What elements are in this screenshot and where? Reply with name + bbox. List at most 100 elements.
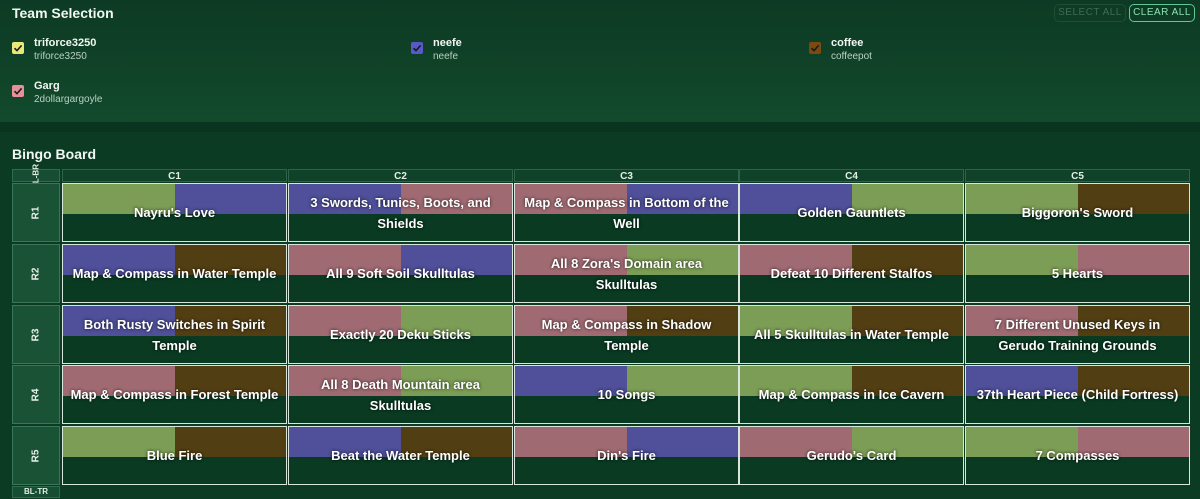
row-header-r3[interactable]: R3 (12, 305, 60, 364)
checkmark-icon (412, 44, 422, 52)
team-marks (515, 306, 738, 336)
bingo-cell[interactable]: Defeat 10 Different Stalfos (739, 244, 964, 303)
team-mark-green (740, 366, 852, 396)
team-checkbox[interactable] (12, 42, 24, 54)
section-divider (0, 122, 1200, 132)
bingo-cell[interactable]: Map & Compass in Shadow Temple (514, 305, 739, 364)
goal-text: 3 Swords, Tunics, Boots, and Shields (310, 194, 491, 231)
column-header-c3[interactable]: C3 (514, 169, 739, 182)
team-marks (966, 366, 1189, 396)
bingo-cell[interactable]: All 8 Zora's Domain area Skulltulas (514, 244, 739, 303)
team-mark-pink (966, 306, 1078, 336)
bingo-cell[interactable]: Blue Fire (62, 426, 287, 485)
team-name: Garg (34, 80, 60, 92)
team-mark-blue (174, 184, 286, 214)
goal-text: Din's Fire (597, 448, 656, 463)
row-label: R3 (30, 328, 42, 341)
team-username: neefe (433, 51, 459, 62)
bingo-cell[interactable]: Nayru's Love (62, 183, 287, 242)
goal-text: Golden Gauntlets (797, 205, 906, 220)
team-marks (966, 306, 1189, 336)
team-username: 2dollargargoyle (34, 94, 103, 105)
team-mark-blue (515, 366, 627, 396)
clear-all-button[interactable]: CLEAR ALL (1129, 4, 1195, 22)
team-marks (515, 366, 738, 396)
row-header-r5[interactable]: R5 (12, 426, 60, 485)
team-mark-pink (1077, 245, 1189, 275)
bingo-cell[interactable]: Beat the Water Temple (288, 426, 513, 485)
bingo-cell[interactable]: Exactly 20 Deku Sticks (288, 305, 513, 364)
team-mark-blue (626, 427, 738, 457)
bingo-cell[interactable]: All 8 Death Mountain area Skulltulas (288, 365, 513, 424)
goal-text: 7 Compasses (1035, 448, 1120, 463)
team-checkbox[interactable] (809, 42, 821, 54)
team-username: triforce3250 (34, 51, 87, 62)
bingo-cell[interactable]: 5 Hearts (965, 244, 1190, 303)
team-checkbox[interactable] (411, 42, 423, 54)
team-name: triforce3250 (34, 37, 97, 49)
bingo-cell[interactable]: Map & Compass in Water Temple (62, 244, 287, 303)
team-mark-green (400, 306, 512, 336)
team-mark-green (966, 427, 1078, 457)
team-marks (289, 427, 512, 457)
row-header-r2[interactable]: R2 (12, 244, 60, 303)
team-mark-green (63, 427, 175, 457)
bingo-cell[interactable]: Din's Fire (514, 426, 739, 485)
team-marks (966, 245, 1189, 275)
team-mark-pink (400, 184, 512, 214)
team-mark-pink (289, 366, 401, 396)
column-header-c2[interactable]: C2 (288, 169, 513, 182)
team-marks (515, 427, 738, 457)
team-checkbox[interactable] (12, 85, 24, 97)
bingo-cell[interactable]: Map & Compass in Bottom of the Well (514, 183, 739, 242)
bingo-cell[interactable]: 7 Compasses (965, 426, 1190, 485)
team-mark-green (740, 306, 852, 336)
team-mark-blue (966, 366, 1078, 396)
checkmark-icon (13, 87, 23, 95)
column-header-c4[interactable]: C4 (739, 169, 964, 182)
team-marks (63, 306, 286, 336)
bingo-cell[interactable]: 7 Different Unused Keys in Gerudo Traini… (965, 305, 1190, 364)
team-username: coffeepot (831, 51, 872, 62)
goal-text: All 5 Skulltulas in Water Temple (753, 327, 950, 342)
team-mark-green (851, 184, 963, 214)
select-all-button[interactable]: SELECT ALL (1054, 4, 1126, 22)
tl-br-diagonal-header[interactable]: TL-BR (12, 164, 60, 188)
goal-text: Blue Fire (146, 448, 203, 463)
bingo-cell[interactable]: 10 Songs (514, 365, 739, 424)
team-marks (63, 245, 286, 275)
bingo-cell[interactable]: Map & Compass in Ice Cavern (739, 365, 964, 424)
team-marks (740, 306, 963, 336)
column-header-c1[interactable]: C1 (62, 169, 287, 182)
bingo-cell[interactable]: All 9 Soft Soil Skulltulas (288, 244, 513, 303)
team-marks (63, 366, 286, 396)
bingo-cell[interactable]: Gerudo's Card (739, 426, 964, 485)
goal-text: Gerudo's Card (806, 448, 897, 463)
team-marks (740, 427, 963, 457)
team-mark-pink (740, 245, 852, 275)
bl-tr-diagonal-header[interactable]: BL-TR (12, 486, 60, 498)
column-header-c5[interactable]: C5 (965, 169, 1190, 182)
bingo-cell[interactable]: 3 Swords, Tunics, Boots, and Shields (288, 183, 513, 242)
bingo-board-title: Bingo Board (12, 146, 96, 162)
team-marks (63, 184, 286, 214)
bingo-cell[interactable]: Golden Gauntlets (739, 183, 964, 242)
goal-text: Nayru's Love (133, 205, 216, 220)
bingo-cell[interactable]: Biggoron's Sword (965, 183, 1190, 242)
team-mark-brown (1077, 366, 1189, 396)
bingo-cell[interactable]: All 5 Skulltulas in Water Temple (739, 305, 964, 364)
row-header-r1[interactable]: R1 (12, 183, 60, 242)
team-mark-blue (400, 245, 512, 275)
goal-text: Map & Compass in Shadow Temple (541, 316, 712, 353)
bingo-cell[interactable]: Both Rusty Switches in Spirit Temple (62, 305, 287, 364)
team-mark-blue (63, 306, 175, 336)
team-mark-green (851, 427, 963, 457)
bingo-cell[interactable]: 37th Heart Piece (Child Fortress) (965, 365, 1190, 424)
goal-text: Defeat 10 Different Stalfos (770, 266, 933, 281)
bingo-cell[interactable]: Map & Compass in Forest Temple (62, 365, 287, 424)
goal-text: Exactly 20 Deku Sticks (330, 327, 471, 342)
team-mark-brown (1077, 306, 1189, 336)
row-header-r4[interactable]: R4 (12, 365, 60, 424)
checkmark-icon (810, 44, 820, 52)
team-mark-pink (515, 245, 627, 275)
